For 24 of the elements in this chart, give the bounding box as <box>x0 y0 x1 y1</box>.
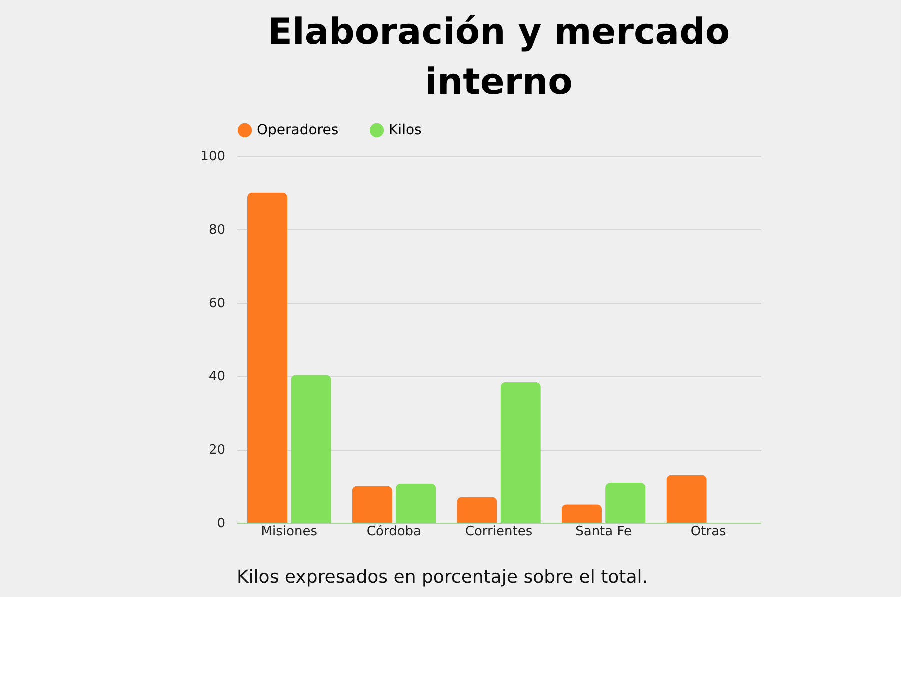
bar <box>291 375 332 523</box>
bar <box>352 486 392 523</box>
y-tick-label: 0 <box>217 516 226 532</box>
bar <box>457 497 498 523</box>
y-tick-label: 80 <box>208 222 226 238</box>
x-tick-label: Corrientes <box>465 524 533 540</box>
x-tick-label: Santa Fe <box>576 524 632 540</box>
y-tick-label: 60 <box>208 296 226 312</box>
legend-label: Kilos <box>389 122 422 138</box>
bar <box>562 504 602 523</box>
x-tick-label: Misiones <box>261 524 318 540</box>
text: Kilos expresados en porcentaje sobre el total. <box>237 567 648 588</box>
x-tick-label: Córdoba <box>366 524 422 540</box>
chart-title: Elaboración y mercado interno <box>268 12 730 103</box>
bar <box>606 482 646 523</box>
legend-label: Operadores <box>257 122 339 138</box>
bar <box>247 192 288 523</box>
x-tick-label: Otras <box>690 524 727 540</box>
bar <box>500 382 541 523</box>
y-tick-label: 100 <box>200 150 226 164</box>
bar <box>396 484 436 523</box>
y-tick-label: 20 <box>208 443 226 458</box>
y-tick-label: 40 <box>208 370 226 385</box>
bar <box>666 475 707 523</box>
